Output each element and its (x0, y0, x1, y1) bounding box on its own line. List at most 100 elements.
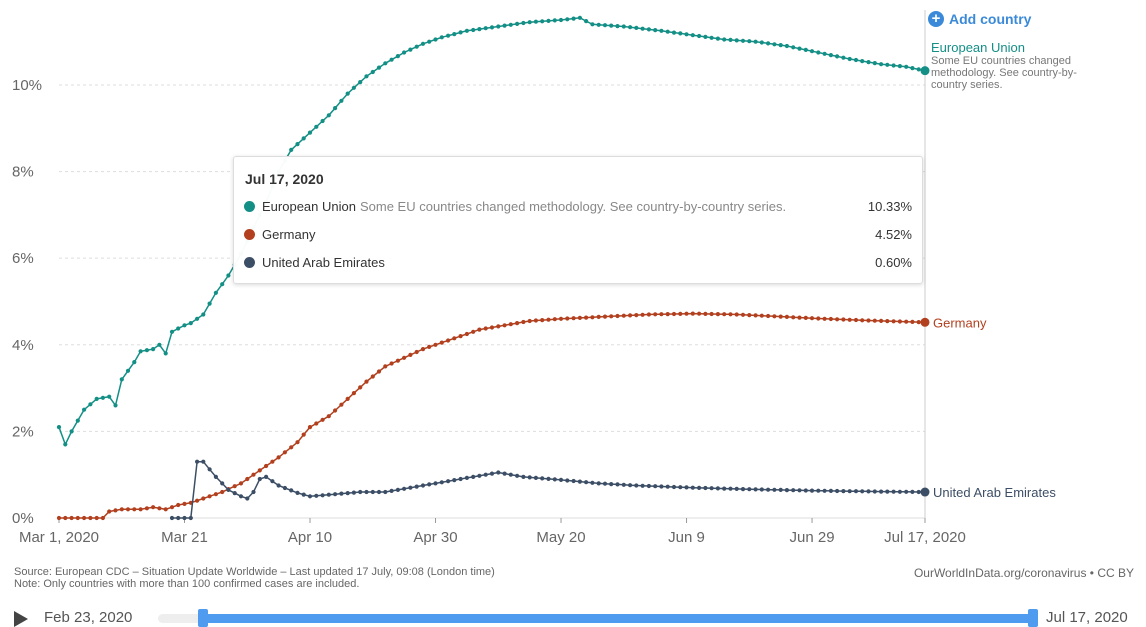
data-point (709, 486, 714, 491)
data-point (621, 313, 626, 318)
data-point (88, 402, 93, 407)
data-point (163, 351, 168, 356)
data-point (615, 24, 620, 29)
data-point (671, 484, 677, 490)
tooltip-row-name: United Arab Emirates (262, 255, 385, 270)
data-point (314, 493, 319, 498)
data-point (477, 473, 482, 478)
data-point (822, 488, 827, 493)
data-point (778, 314, 783, 319)
data-point (326, 492, 331, 497)
play-icon[interactable] (14, 611, 28, 627)
data-point (809, 49, 815, 54)
data-point (584, 480, 589, 485)
data-point (125, 507, 131, 512)
timeline-start-handle[interactable] (198, 609, 208, 627)
data-point (715, 36, 721, 41)
data-point (245, 476, 250, 482)
data-point (822, 316, 827, 321)
x-tick-label: May 20 (536, 529, 585, 546)
data-point (565, 17, 570, 22)
data-point (577, 315, 583, 320)
data-point (100, 515, 105, 521)
data-point (107, 509, 112, 514)
data-point (389, 361, 394, 366)
data-point (446, 479, 451, 484)
data-point (151, 347, 156, 352)
data-point (697, 485, 702, 490)
data-point (778, 487, 783, 492)
timeline-end-handle[interactable] (1028, 609, 1038, 627)
data-point (527, 475, 532, 480)
data-point (295, 440, 300, 445)
data-point (452, 336, 457, 341)
data-point (182, 515, 187, 521)
data-point (176, 326, 181, 331)
data-point (446, 33, 451, 38)
data-point (320, 493, 325, 498)
data-point (797, 488, 802, 493)
data-point (56, 515, 62, 521)
data-point (345, 91, 350, 96)
data-point (345, 396, 350, 401)
data-point (546, 476, 551, 481)
data-point (703, 34, 708, 40)
add-country-button[interactable]: + Add country (928, 11, 1031, 27)
data-point (860, 318, 865, 323)
eu-series-label[interactable]: European Union Some EU countries changed… (931, 40, 1131, 91)
data-point (709, 311, 714, 317)
data-point (659, 312, 664, 317)
data-point (659, 28, 664, 33)
data-point (508, 22, 513, 27)
timeline-track[interactable] (158, 609, 1038, 627)
data-point (395, 358, 400, 363)
data-point (891, 63, 896, 68)
data-point (220, 489, 225, 495)
data-point (584, 19, 589, 24)
data-point (289, 147, 294, 152)
data-point (427, 344, 432, 349)
eu-label-note: Some EU countries changed methodology. S… (931, 55, 1077, 91)
tooltip-row-note: Some EU countries changed methodology. S… (359, 199, 787, 214)
data-point (879, 489, 884, 494)
data-point (885, 62, 890, 67)
data-point (659, 484, 664, 489)
tooltip-row-value: 4.52% (875, 227, 912, 242)
data-point (628, 25, 633, 30)
data-point (489, 325, 495, 330)
data-point (634, 483, 639, 488)
data-point (778, 43, 783, 48)
data-point (220, 481, 225, 486)
data-point (552, 477, 557, 482)
data-point (722, 486, 727, 491)
timeline-start-label: Feb 23, 2020 (44, 609, 133, 626)
data-point (389, 57, 394, 62)
data-point (414, 44, 419, 49)
data-point (420, 483, 426, 488)
timeline-range[interactable] (202, 614, 1034, 623)
data-point (910, 66, 915, 71)
data-point (791, 315, 796, 320)
data-point (766, 487, 771, 492)
data-point (590, 22, 595, 27)
data-point (408, 485, 413, 490)
data-point (188, 321, 193, 326)
data-point (747, 487, 752, 492)
data-point (370, 69, 375, 75)
data-point (797, 46, 802, 51)
data-point (75, 418, 80, 423)
data-point (772, 487, 777, 492)
data-point (571, 316, 576, 321)
data-point (320, 417, 325, 422)
data-point (226, 487, 231, 492)
data-point (703, 485, 708, 491)
owid-credit-link[interactable]: OurWorldInData.org/coronavirus • CC BY (913, 566, 1134, 580)
data-point (753, 487, 758, 492)
data-point (458, 476, 463, 482)
data-point (646, 483, 652, 489)
data-point (458, 334, 463, 339)
data-point (590, 315, 595, 320)
source-text: Source: European CDC – Situation Update … (14, 566, 495, 578)
data-point (897, 64, 903, 69)
data-point (722, 312, 727, 317)
